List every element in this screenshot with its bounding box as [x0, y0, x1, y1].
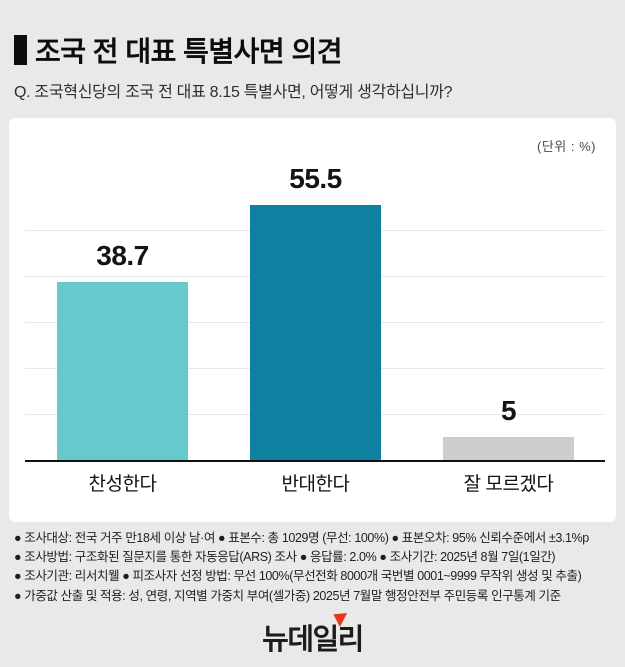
footnote-line: ● 조사기관: 리서치웰 ● 피조사자 선정 방법: 무선 100%(무선전화 …: [14, 569, 582, 584]
page-title: 조국 전 대표 특별사면 의견: [35, 36, 342, 67]
category-label-1: 찬성한다: [88, 474, 157, 495]
bar-group-1: 38.7: [57, 240, 188, 460]
bar-value-label: 55.5: [289, 162, 342, 194]
category-label-2: 반대한다: [281, 474, 350, 495]
title-bar-icon: [14, 35, 27, 65]
survey-question: Q. 조국혁신당의 조국 전 대표 8.15 특별사면, 어떻게 생각하십니까?: [14, 84, 453, 101]
category-label-3: 잘 모르겠다: [463, 474, 554, 495]
survey-footnotes: ● 조사대상: 전국 거주 만18세 이상 남·여 ● 표본수: 총 1029명…: [14, 529, 614, 606]
page-title-row: 조국 전 대표 특별사면 의견: [14, 30, 342, 70]
bar-group-2: 55.5: [250, 163, 381, 460]
footnote-line: ● 조사대상: 전국 거주 만18세 이상 남·여 ● 표본수: 총 1029명…: [14, 531, 589, 545]
bar-rect-1: [57, 281, 188, 460]
footnote-line: ● 가중값 산출 및 적용: 성, 연령, 지역별 가중치 부여(셀가중) 20…: [14, 588, 561, 603]
bar-rect-3: [443, 437, 574, 460]
x-axis-line: [25, 460, 605, 462]
unit-label: (단위 : %): [537, 139, 596, 154]
bar-rect-2: [250, 204, 381, 460]
footnote-line: ● 조사방법: 구조화된 질문지를 통한 자동응답(ARS) 조사 ● 응답률:…: [14, 550, 556, 565]
bar-value-label: 5: [500, 395, 517, 426]
newdaily-logo-text: 뉴데일리: [262, 624, 364, 656]
bar-group-3: 5: [443, 395, 574, 460]
bar-chart-card: (단위 : %) 38.7 55.5 5 찬성한다 반대한다 잘 모르겠다: [9, 118, 616, 522]
bar-value-label: 38.7: [96, 239, 149, 271]
newdaily-logo: 뉴데일리: [262, 613, 364, 658]
